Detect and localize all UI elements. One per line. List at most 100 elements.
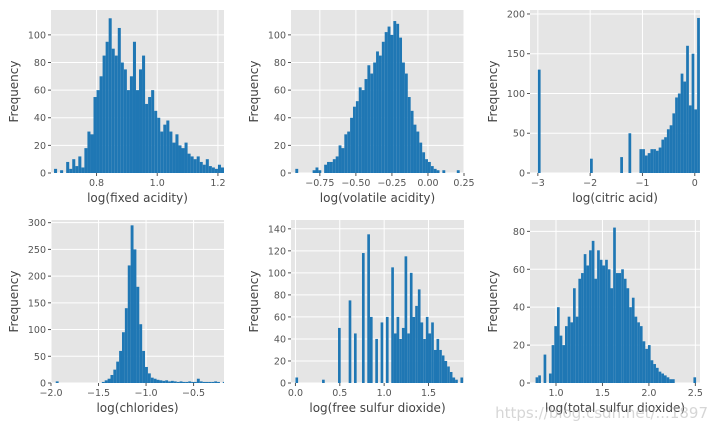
y-tick-label: 150 [507, 49, 525, 60]
bar [416, 131, 420, 173]
y-tick-label: 50 [34, 352, 46, 363]
bar [425, 159, 428, 173]
bar [559, 335, 563, 383]
bar [621, 269, 624, 383]
bar [181, 148, 185, 173]
y-tick-label: 80 [34, 58, 46, 69]
x-axis-label: log(total sulfur dioxide) [545, 401, 685, 415]
y-tick-label: 200 [28, 272, 46, 283]
histogram-log-fixed-acidity: 0.8 1.0 1.2 0 20 40 60 80 100 log(fixed acidity) F… [7, 10, 227, 205]
histogram-log-free-sulfur-dioxide: 0.0 0.5 1.0 1.5 0 20 40 60 80 100 120 140 log(free s… [247, 220, 464, 415]
x-tick-label: 1.0 [548, 388, 563, 399]
x-axis-label: log(free sulfur dioxide) [309, 401, 445, 415]
bar [208, 381, 212, 383]
bar [202, 381, 206, 383]
bar [399, 338, 402, 383]
bar [224, 170, 227, 173]
bar [373, 62, 377, 173]
bar [396, 316, 400, 383]
bar [455, 379, 458, 383]
bar [162, 380, 166, 383]
bar [589, 250, 592, 383]
bar [444, 360, 448, 383]
bar [419, 142, 423, 173]
y-tick-label: 40 [513, 303, 525, 314]
bar [441, 355, 445, 383]
bar [663, 375, 667, 383]
bar [644, 155, 648, 173]
bar [699, 45, 700, 173]
y-axis-label: Frequency [7, 61, 21, 123]
bar [404, 73, 408, 173]
bar [565, 326, 568, 383]
y-tick-label: 100 [268, 268, 286, 279]
bar [385, 316, 389, 383]
y-tick-label: 100 [28, 325, 46, 336]
x-tick-label: 1.0 [377, 388, 392, 399]
bar [169, 131, 173, 173]
bar [211, 381, 215, 383]
bar [402, 62, 405, 173]
bar [190, 156, 194, 173]
bar [166, 120, 170, 173]
bar [66, 161, 70, 173]
bar [675, 97, 678, 173]
bar [132, 41, 136, 173]
bar [378, 55, 382, 173]
bar [653, 364, 656, 383]
y-tick-label: 60 [274, 312, 286, 323]
bar [460, 377, 464, 383]
bar [318, 170, 322, 173]
bar [404, 256, 408, 383]
histogram-log-chlorides: −2.0 −1.5 −1.0 −0.5 0 50 100 150 200 250 300 log(ch… [7, 218, 224, 415]
bar [295, 168, 299, 173]
bar [344, 134, 348, 173]
bar [324, 164, 328, 173]
bar [669, 379, 673, 383]
bar [222, 381, 224, 383]
bar [548, 373, 552, 383]
bar [175, 134, 179, 173]
bar [431, 322, 434, 383]
x-tick-label: 1.0 [150, 178, 165, 189]
bar [347, 131, 351, 173]
bar [602, 265, 606, 383]
bar [154, 110, 158, 173]
y-tick-label: 20 [513, 341, 525, 352]
y-tick-label: 80 [274, 290, 286, 301]
bar [610, 288, 614, 383]
bar [120, 62, 124, 173]
bar [157, 117, 161, 173]
bars [295, 21, 460, 173]
bar [335, 156, 339, 173]
bar [387, 26, 391, 173]
bar [420, 322, 424, 383]
bar [573, 288, 576, 383]
bar [407, 333, 410, 383]
y-axis-label: Frequency [7, 271, 21, 333]
bar [680, 73, 684, 173]
x-tick-label: 1.5 [595, 388, 610, 399]
bar [205, 159, 209, 173]
x-tick-label: −0.5 [182, 388, 205, 399]
y-tick-label: 100 [28, 30, 46, 41]
bar [645, 348, 648, 383]
bars [537, 17, 700, 173]
bar [191, 381, 195, 383]
bar [583, 254, 587, 383]
bar [90, 134, 94, 173]
y-tick-label: 0 [40, 169, 46, 180]
bar [55, 381, 59, 383]
bar [87, 131, 91, 173]
bar [672, 113, 676, 173]
y-tick-label: 0 [40, 379, 46, 390]
bar [393, 333, 397, 383]
bar [119, 350, 122, 383]
y-axis-label: Frequency [247, 271, 261, 333]
x-axis-label: log(chlorides) [96, 401, 178, 415]
bar [184, 142, 188, 173]
bar [422, 152, 426, 173]
bar [666, 377, 670, 383]
y-tick-label: 300 [28, 218, 46, 229]
